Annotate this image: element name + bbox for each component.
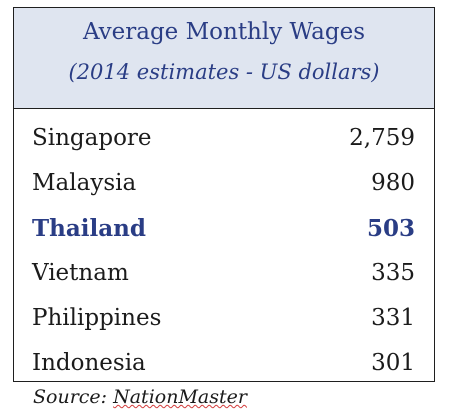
wage-value: 503: [366, 215, 415, 242]
table-row: Indonesia 301: [14, 341, 434, 386]
table-row: Singapore 2,759: [14, 116, 434, 161]
country-name: Singapore: [32, 125, 152, 151]
table-subtitle: (2014 estimates - US dollars): [68, 60, 380, 84]
wage-value: 335: [371, 260, 415, 286]
country-name: Vietnam: [32, 260, 129, 286]
table-header: Average Monthly Wages (2014 estimates - …: [14, 8, 434, 109]
wages-table: Average Monthly Wages (2014 estimates - …: [13, 7, 435, 382]
wage-value: 331: [371, 305, 415, 331]
wage-value: 980: [371, 170, 415, 196]
table-row: Vietnam 335: [14, 251, 434, 296]
table-body: Singapore 2,759 Malaysia 980 Thailand 50…: [14, 109, 434, 386]
country-name: Indonesia: [32, 350, 146, 376]
table-row-highlighted: Thailand 503: [14, 206, 434, 251]
source-name: NationMaster: [113, 386, 247, 408]
source-prefix: Source:: [33, 386, 114, 408]
country-name: Thailand: [32, 215, 146, 242]
table-row: Malaysia 980: [14, 161, 434, 206]
table-title: Average Monthly Wages: [82, 19, 366, 45]
table-row: Philippines 331: [14, 296, 434, 341]
wage-value: 301: [371, 350, 415, 376]
country-name: Malaysia: [32, 170, 137, 196]
wage-value: 2,759: [349, 125, 415, 151]
country-name: Philippines: [32, 305, 162, 331]
source-note: Source: NationMaster: [33, 386, 247, 408]
